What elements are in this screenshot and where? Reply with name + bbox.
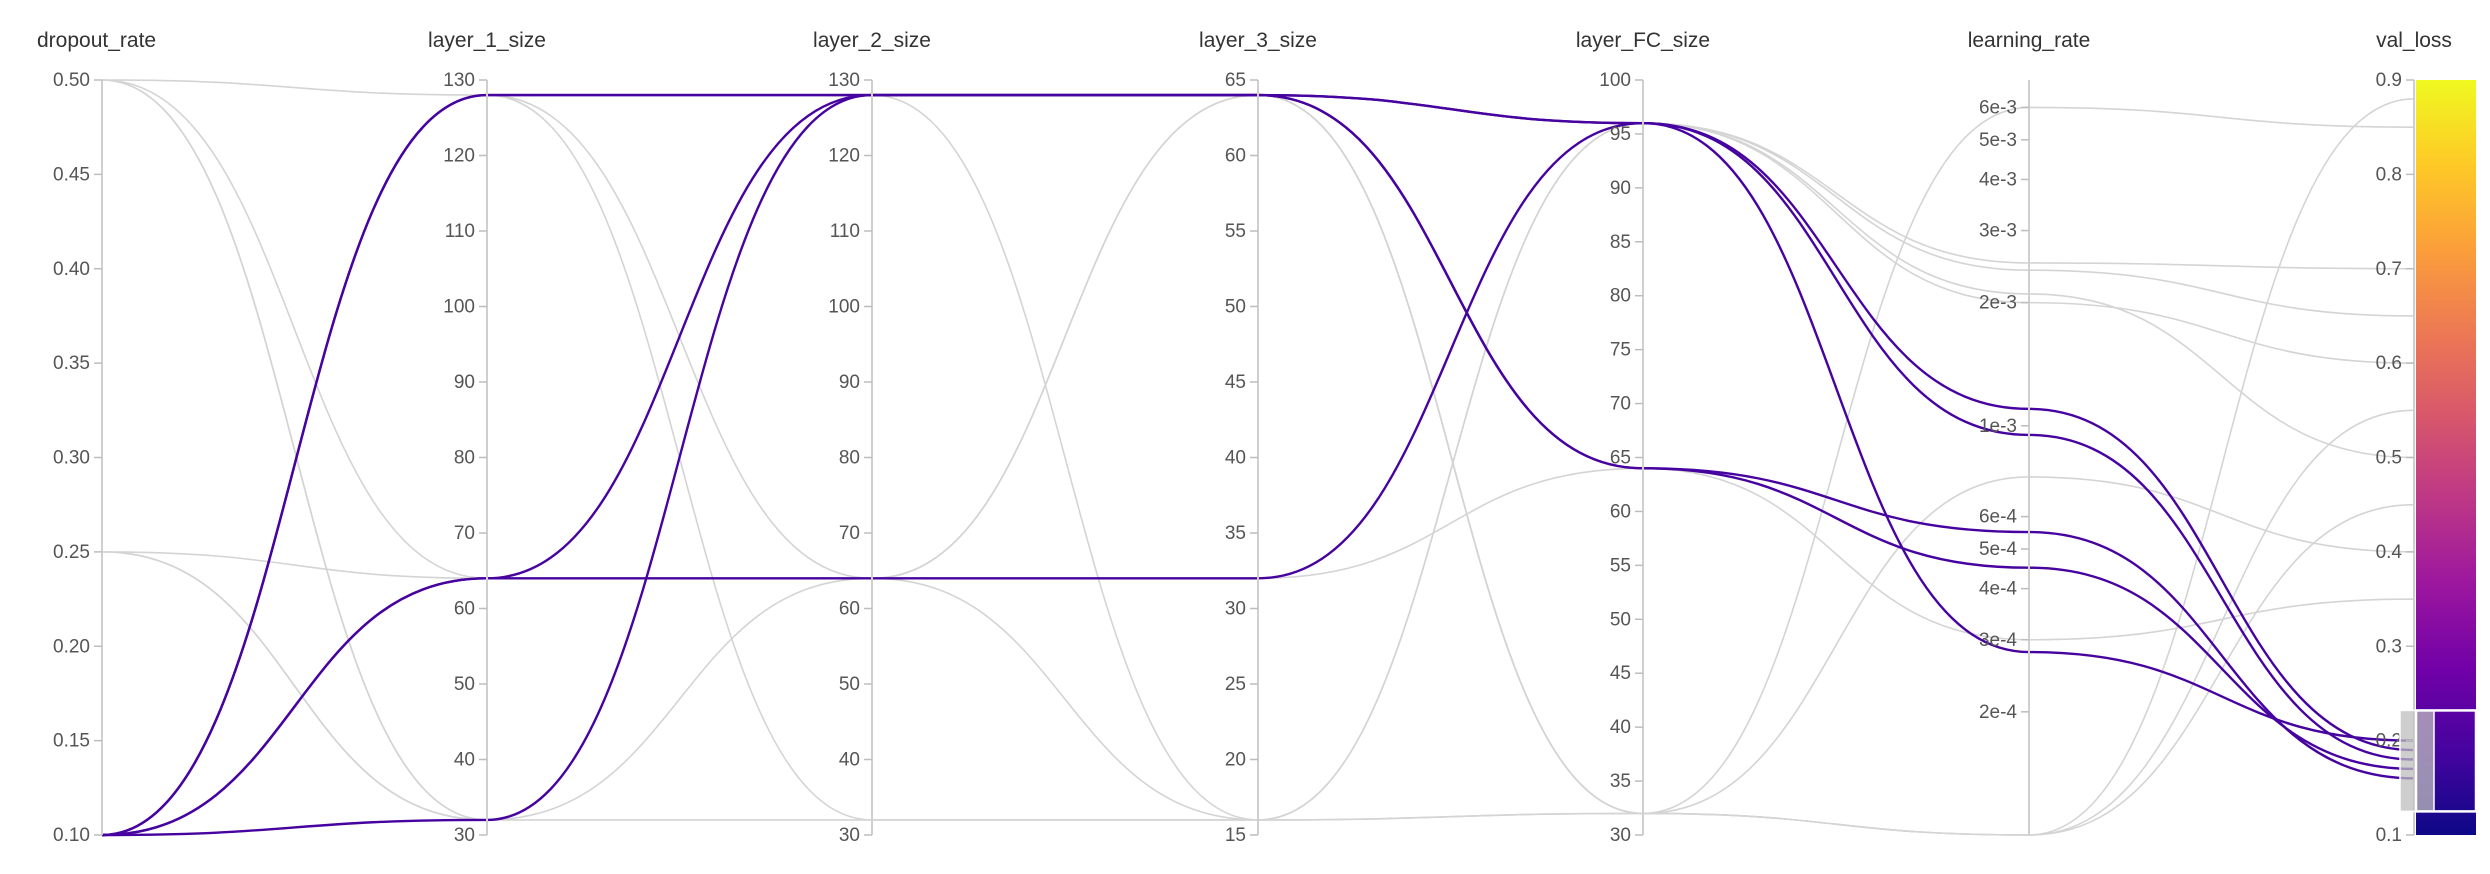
filter-range-outline[interactable]: [2414, 709, 2478, 813]
tick-label: 30: [454, 825, 475, 846]
tick-label: 120: [443, 146, 475, 167]
tick-label: 25: [1225, 674, 1246, 695]
tick-label: 2e-4: [1979, 702, 2017, 723]
tick-label: 70: [839, 523, 860, 544]
tick-label: 130: [443, 70, 475, 91]
tick-label: 0.20: [53, 636, 90, 657]
tick-label: 45: [1610, 663, 1631, 684]
val-loss-colorbar: [2399, 80, 2478, 835]
axis-dropout_rate[interactable]: dropout_rate 0.50 0.45 0.40 0.35 0.30 0.25 0.20…: [37, 29, 156, 846]
axis-title: layer_FC_size: [1576, 29, 1710, 52]
tick-label: 0.30: [53, 448, 90, 469]
tick-label: 15: [1225, 825, 1246, 846]
tick-label: 110: [445, 221, 475, 242]
axis-layer_3_size[interactable]: layer_3_size 65 60 55 50 45 40 35 30 25 20 15: [1199, 29, 1317, 846]
tick-label: 0.2: [2376, 731, 2402, 752]
tick-label: 0.35: [53, 353, 90, 374]
tick-label: 100: [828, 297, 860, 318]
axis-layer_1_size[interactable]: layer_1_size 130 120 110 100 90 80 70 60 50 40 30: [428, 29, 546, 846]
tick-label: 40: [454, 750, 475, 771]
tick-label: 2e-3: [1979, 293, 2017, 314]
tick-label: 35: [1610, 771, 1631, 792]
axis-layer_FC_size[interactable]: layer_FC_size 100 95 90 85 80 75 70 65 60 55 50 45 40…: [1576, 29, 1710, 846]
tick-label: 100: [1599, 70, 1631, 91]
tick-label: 0.8: [2376, 164, 2402, 185]
tick-label: 100: [443, 297, 475, 318]
colorbar-gradient: [2416, 80, 2476, 835]
tick-label: 30: [1225, 599, 1246, 620]
tick-label: 120: [828, 146, 860, 167]
tick-label: 110: [830, 221, 860, 242]
tick-label: 60: [1225, 146, 1246, 167]
tick-label: 70: [454, 523, 475, 544]
axis-title: layer_1_size: [428, 29, 546, 52]
tick-label: 5e-3: [1979, 130, 2017, 151]
tick-label: 30: [1610, 825, 1631, 846]
tick-label: 40: [1610, 717, 1631, 738]
axis-title: val_loss: [2376, 29, 2452, 52]
axis-learning_rate[interactable]: learning_rate 6e-3 5e-3 4e-3 3e-3 2e-3 1e-3 6e-…: [1968, 29, 2091, 835]
tick-label: 40: [839, 750, 860, 771]
tick-label: 40: [1225, 448, 1246, 469]
tick-label: 90: [1610, 178, 1631, 199]
tick-label: 65: [1225, 70, 1246, 91]
tick-label: 0.15: [53, 731, 90, 752]
axis-val_loss[interactable]: val_loss 0.9 0.8 0.7 0.6 0.5 0.4 0.3 0.2 0.1: [2376, 29, 2452, 846]
tick-label: 20: [1225, 750, 1246, 771]
tick-label: 0.5: [2376, 448, 2402, 469]
run-line-highlighted[interactable]: [101, 121, 2415, 837]
tick-label: 0.6: [2376, 353, 2402, 374]
tick-label: 60: [454, 599, 475, 620]
tick-label: 5e-4: [1979, 539, 2017, 560]
tick-label: 90: [454, 372, 475, 393]
tick-label: 4e-4: [1979, 579, 2017, 600]
axis-title: learning_rate: [1968, 29, 2091, 52]
tick-label: 80: [454, 448, 475, 469]
tick-label: 6e-4: [1979, 507, 2017, 528]
tick-label: 85: [1610, 232, 1631, 253]
tick-label: 30: [839, 825, 860, 846]
tick-label: 0.7: [2376, 259, 2402, 280]
tick-label: 4e-3: [1979, 169, 2017, 190]
tick-label: 0.50: [53, 70, 90, 91]
tick-label: 55: [1610, 555, 1631, 576]
tick-label: 35: [1225, 523, 1246, 544]
tick-label: 45: [1225, 372, 1246, 393]
tick-label: 90: [839, 372, 860, 393]
tick-label: 0.45: [53, 164, 90, 185]
tick-label: 3e-4: [1979, 630, 2017, 651]
axis-layer_2_size[interactable]: layer_2_size 130 120 110 100 90 80 70 60 50 40 30: [813, 29, 931, 846]
axis-title: dropout_rate: [37, 29, 156, 52]
tick-label: 0.3: [2376, 636, 2402, 657]
tick-label: 1e-3: [1979, 416, 2017, 437]
tick-label: 50: [1225, 297, 1246, 318]
run-line[interactable]: [101, 122, 2415, 821]
tick-label: 50: [454, 674, 475, 695]
tick-label: 60: [839, 599, 860, 620]
tick-label: 70: [1610, 394, 1631, 415]
tick-label: 0.4: [2376, 542, 2403, 563]
tick-label: 60: [1610, 501, 1631, 522]
tick-label: 3e-3: [1979, 221, 2017, 242]
tick-label: 95: [1610, 124, 1631, 145]
tick-label: 130: [828, 70, 860, 91]
tick-label: 65: [1610, 448, 1631, 469]
tick-label: 0.40: [53, 259, 90, 280]
tick-label: 0.9: [2376, 70, 2402, 91]
tick-label: 0.1: [2376, 825, 2402, 846]
tick-label: 0.10: [53, 825, 90, 846]
tick-label: 80: [839, 448, 860, 469]
tick-label: 6e-3: [1979, 97, 2017, 118]
tick-label: 50: [1610, 609, 1631, 630]
axis-title: layer_3_size: [1199, 29, 1317, 52]
tick-label: 55: [1225, 221, 1246, 242]
tick-label: 75: [1610, 340, 1631, 361]
axis-title: layer_2_size: [813, 29, 931, 52]
tick-label: 80: [1610, 286, 1631, 307]
axes: dropout_rate0.500.450.400.350.300.250.20…: [37, 29, 2452, 846]
tick-label: 50: [839, 674, 860, 695]
tick-label: 0.25: [53, 542, 90, 563]
